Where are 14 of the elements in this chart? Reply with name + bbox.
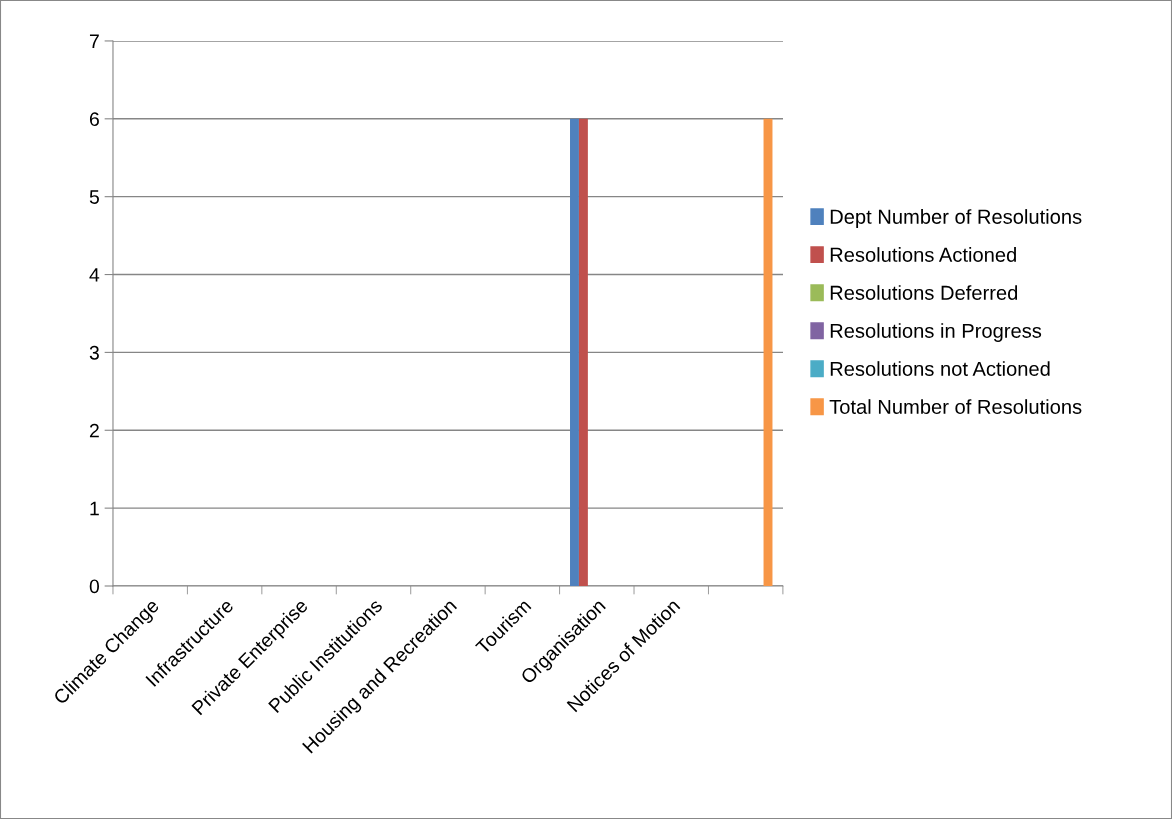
- legend-label: Resolutions in Progress: [830, 323, 1042, 342]
- y-tick-label: 0: [89, 579, 100, 594]
- y-tick-label: 7: [89, 34, 99, 48]
- y-tick-label: 5: [89, 190, 99, 204]
- legend-label: Dept Number of Resolutions: [830, 209, 1082, 228]
- legend-label: Resolutions Deferred: [830, 285, 1018, 300]
- legend-label: Resolutions not Actioned: [830, 361, 1050, 376]
- y-tick-label: 4: [89, 268, 100, 282]
- y-tick-label: 3: [89, 345, 99, 360]
- legend-label: Total Number of Resolutions: [829, 399, 1082, 414]
- y-tick-label: 6: [89, 112, 99, 127]
- legend-label: Resolutions Actioned: [830, 247, 1016, 262]
- y-tick-label: 2: [89, 423, 99, 438]
- y-tick-label: 1: [90, 501, 99, 516]
